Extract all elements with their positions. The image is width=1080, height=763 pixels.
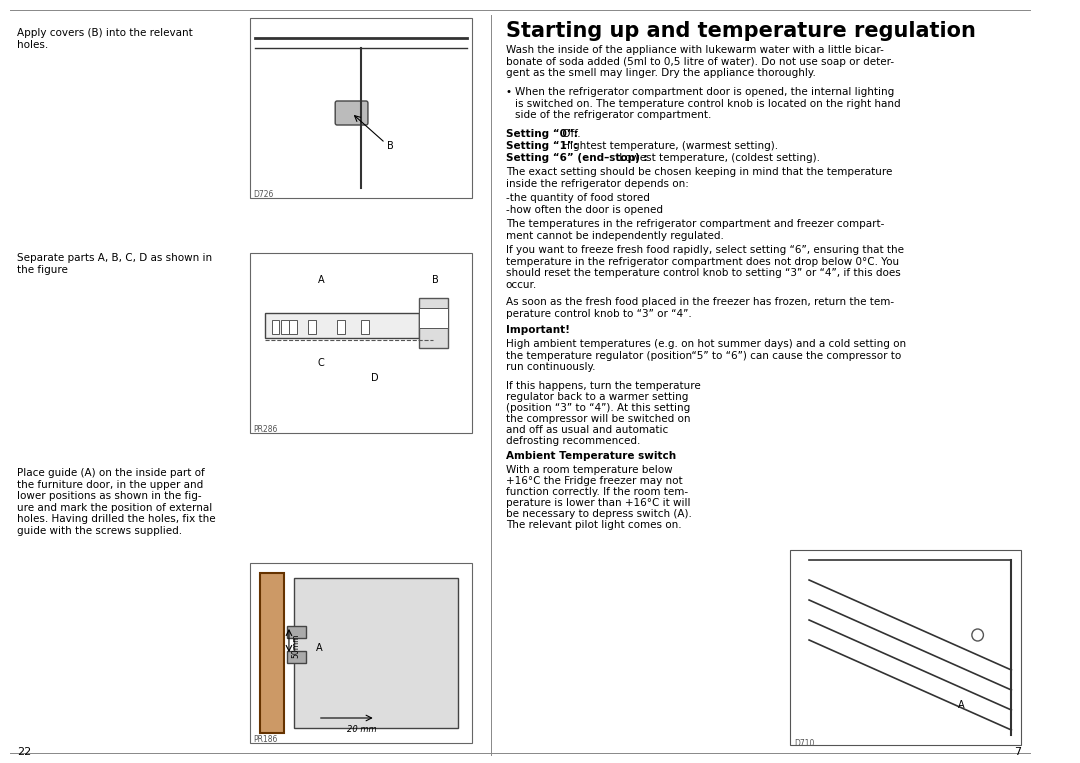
Text: The relevant pilot light comes on.: The relevant pilot light comes on. (505, 520, 681, 530)
Bar (251, 18, 472, 198)
Text: Ambient Temperature switch: Ambient Temperature switch (505, 451, 676, 461)
Bar (287, 626, 307, 638)
Text: Hightest temperature, (warmest setting).: Hightest temperature, (warmest setting). (558, 141, 778, 151)
Bar (361, 320, 369, 334)
Text: the compressor will be switched on: the compressor will be switched on (505, 414, 690, 424)
Text: -how often the door is opened: -how often the door is opened (505, 205, 663, 215)
Bar (337, 320, 345, 334)
Text: (position “3” to “4”). At this setting: (position “3” to “4”). At this setting (505, 403, 690, 413)
Text: Wash the inside of the appliance with lukewarm water with a little bicar-
bonate: Wash the inside of the appliance with lu… (505, 45, 894, 78)
Text: Separate parts A, B, C, D as shown in
the figure: Separate parts A, B, C, D as shown in th… (17, 253, 213, 275)
FancyBboxPatch shape (335, 101, 368, 125)
Text: 20 mm: 20 mm (347, 725, 376, 734)
Text: A: A (958, 700, 966, 710)
Bar (419, 298, 448, 348)
Text: perature is lower than +16°C it will: perature is lower than +16°C it will (505, 498, 690, 508)
Text: With a room temperature below: With a room temperature below (505, 465, 673, 475)
Text: As soon as the fresh food placed in the freezer has frozen, return the tem-
pera: As soon as the fresh food placed in the … (505, 297, 894, 319)
Bar (251, 253, 472, 433)
Text: PR186: PR186 (254, 735, 278, 744)
Bar (419, 308, 448, 328)
Text: D726: D726 (254, 190, 273, 199)
Text: When the refrigerator compartment door is opened, the internal lighting
is switc: When the refrigerator compartment door i… (515, 87, 901, 121)
Bar (265, 313, 419, 338)
Text: A: A (318, 275, 324, 285)
Text: regulator back to a warmer setting: regulator back to a warmer setting (505, 392, 688, 402)
Text: D: D (370, 373, 378, 383)
Text: PR286: PR286 (254, 425, 278, 434)
Text: Setting “1”:: Setting “1”: (505, 141, 578, 151)
Text: If you want to freeze fresh food rapidly, select setting “6”, ensuring that the
: If you want to freeze fresh food rapidly… (505, 245, 904, 290)
Text: Place guide (A) on the inside part of
the furniture door, in the upper and
lower: Place guide (A) on the inside part of th… (17, 468, 216, 536)
Text: B: B (388, 141, 394, 151)
Text: •: • (505, 87, 512, 97)
Bar (287, 651, 307, 663)
Text: Setting “0”:: Setting “0”: (505, 129, 578, 139)
Text: The temperatures in the refrigerator compartment and freezer compart-
ment canno: The temperatures in the refrigerator com… (505, 219, 885, 240)
Text: C: C (318, 358, 325, 368)
Bar (289, 320, 297, 334)
Text: be necessary to depress switch (A).: be necessary to depress switch (A). (505, 509, 691, 519)
Bar (294, 578, 458, 728)
Text: High ambient temperatures (e.g. on hot summer days) and a cold setting on
the te: High ambient temperatures (e.g. on hot s… (505, 339, 906, 372)
Bar (272, 320, 280, 334)
Text: Lowest temperature, (coldest setting).: Lowest temperature, (coldest setting). (617, 153, 821, 163)
Text: Setting “6” (end–stop) :: Setting “6” (end–stop) : (505, 153, 647, 163)
Text: Starting up and temperature regulation: Starting up and temperature regulation (505, 21, 975, 41)
Bar (789, 550, 1021, 745)
Text: -the quantity of food stored: -the quantity of food stored (505, 193, 649, 203)
Text: 50mm: 50mm (291, 633, 300, 658)
Bar (281, 320, 289, 334)
Text: 22: 22 (17, 747, 31, 757)
Text: A: A (316, 643, 323, 653)
Text: 7: 7 (1014, 747, 1021, 757)
Bar (251, 563, 472, 743)
Text: function correctly. If the room tem-: function correctly. If the room tem- (505, 487, 688, 497)
Bar (308, 320, 316, 334)
Text: Important!: Important! (505, 325, 569, 335)
Text: and off as usual and automatic: and off as usual and automatic (505, 425, 667, 435)
Text: The exact setting should be chosen keeping in mind that the temperature
inside t: The exact setting should be chosen keepi… (505, 167, 892, 188)
Text: If this happens, turn the temperature: If this happens, turn the temperature (505, 381, 701, 391)
Text: B: B (432, 275, 438, 285)
Bar (260, 573, 284, 733)
Text: Off.: Off. (558, 129, 580, 139)
Text: defrosting recommenced.: defrosting recommenced. (505, 436, 640, 446)
Text: +16°C the Fridge freezer may not: +16°C the Fridge freezer may not (505, 476, 683, 486)
Text: D710: D710 (795, 739, 815, 748)
Text: Apply covers (B) into the relevant
holes.: Apply covers (B) into the relevant holes… (17, 28, 193, 50)
